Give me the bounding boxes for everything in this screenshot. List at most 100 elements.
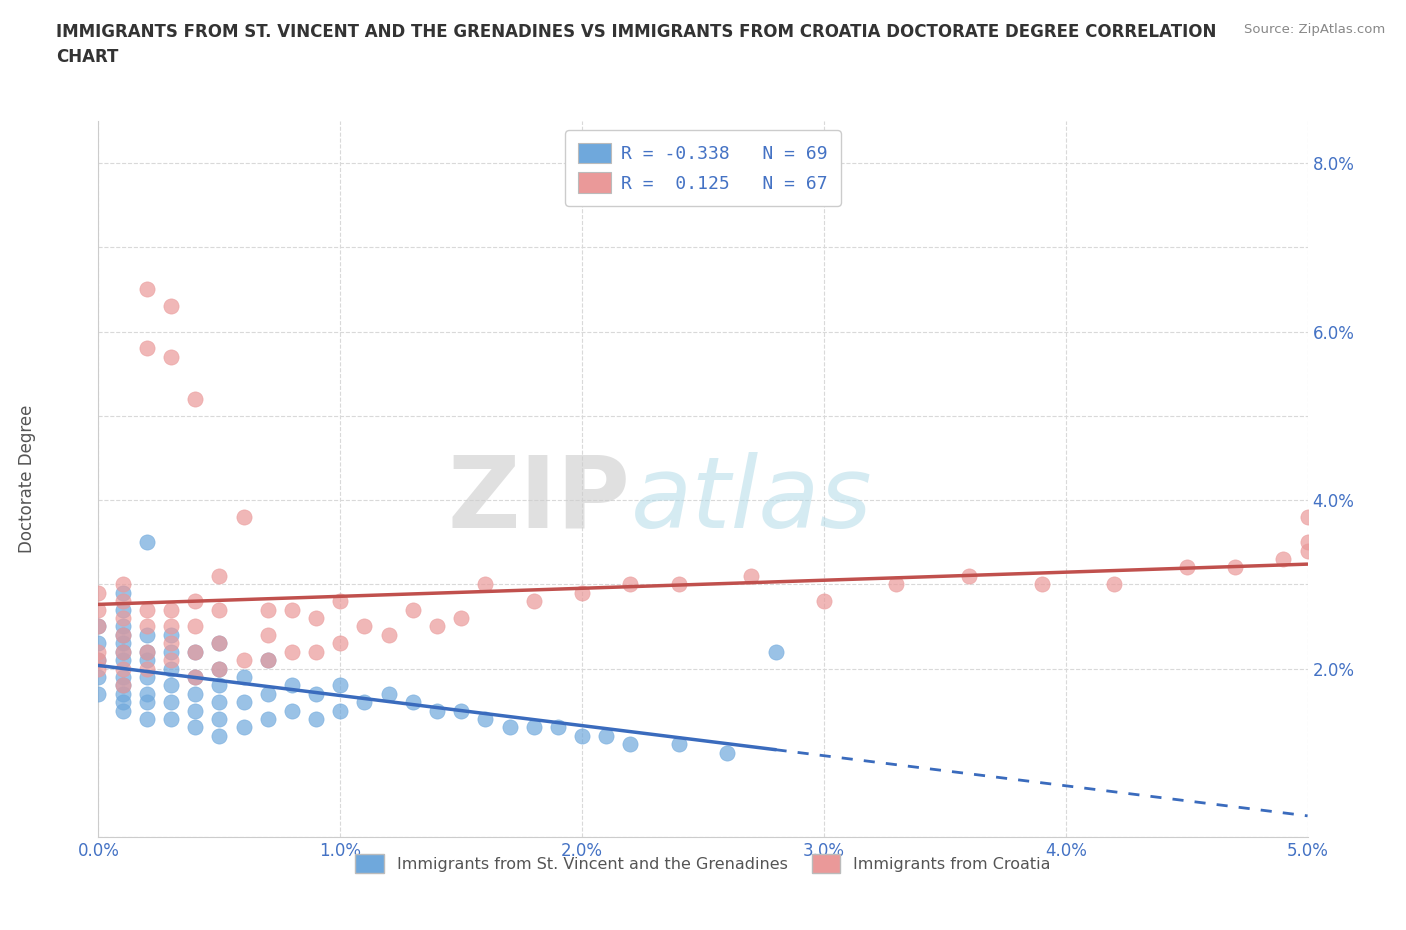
Point xyxy=(208,568,231,583)
Point xyxy=(87,602,110,617)
Point xyxy=(305,610,328,625)
Point xyxy=(160,661,183,676)
Text: ZIP: ZIP xyxy=(447,452,630,549)
Point xyxy=(184,686,207,701)
Point xyxy=(1272,551,1295,566)
Point xyxy=(619,737,641,751)
Point xyxy=(111,703,134,718)
Point xyxy=(329,593,352,608)
Point xyxy=(450,610,472,625)
Point xyxy=(160,299,183,313)
Point xyxy=(1102,577,1125,591)
Point xyxy=(111,636,134,651)
Point xyxy=(305,644,328,659)
Point xyxy=(256,653,278,668)
Point xyxy=(111,644,134,659)
Point xyxy=(87,653,110,668)
Point xyxy=(571,728,593,743)
Point xyxy=(426,619,449,634)
Point xyxy=(329,678,352,693)
Point xyxy=(305,686,328,701)
Point xyxy=(87,670,110,684)
Point xyxy=(619,577,641,591)
Point xyxy=(135,644,157,659)
Point xyxy=(135,711,157,726)
Point xyxy=(402,602,425,617)
Point xyxy=(111,678,134,693)
Point xyxy=(740,568,762,583)
Point xyxy=(160,711,183,726)
Point xyxy=(111,695,134,710)
Point xyxy=(668,577,690,591)
Point xyxy=(232,720,254,735)
Point xyxy=(281,644,304,659)
Point xyxy=(135,282,157,297)
Point xyxy=(184,670,207,684)
Point xyxy=(329,636,352,651)
Point xyxy=(353,619,375,634)
Point xyxy=(184,703,207,718)
Point xyxy=(111,644,134,659)
Point xyxy=(135,602,157,617)
Point xyxy=(571,585,593,600)
Point xyxy=(87,585,110,600)
Point xyxy=(184,593,207,608)
Point xyxy=(160,350,183,365)
Point xyxy=(256,653,278,668)
Point xyxy=(184,619,207,634)
Point xyxy=(135,619,157,634)
Point xyxy=(208,728,231,743)
Point xyxy=(208,661,231,676)
Point xyxy=(474,577,496,591)
Point xyxy=(426,703,449,718)
Text: Source: ZipAtlas.com: Source: ZipAtlas.com xyxy=(1244,23,1385,36)
Point xyxy=(765,644,787,659)
Point xyxy=(111,678,134,693)
Point xyxy=(111,661,134,676)
Point xyxy=(232,695,254,710)
Point xyxy=(886,577,908,591)
Point xyxy=(87,636,110,651)
Point xyxy=(135,661,157,676)
Point xyxy=(281,602,304,617)
Point xyxy=(135,670,157,684)
Point xyxy=(281,703,304,718)
Point xyxy=(377,628,399,643)
Point xyxy=(208,711,231,726)
Point xyxy=(595,728,617,743)
Point xyxy=(353,695,375,710)
Point xyxy=(281,678,304,693)
Point xyxy=(111,593,134,608)
Point xyxy=(208,636,231,651)
Point xyxy=(135,686,157,701)
Point xyxy=(547,720,569,735)
Point xyxy=(1223,560,1246,575)
Point xyxy=(184,670,207,684)
Point xyxy=(498,720,520,735)
Text: atlas: atlas xyxy=(630,452,872,549)
Point xyxy=(111,602,134,617)
Point xyxy=(256,628,278,643)
Point xyxy=(402,695,425,710)
Point xyxy=(377,686,399,701)
Point xyxy=(87,661,110,676)
Point xyxy=(160,653,183,668)
Point xyxy=(208,678,231,693)
Point xyxy=(232,670,254,684)
Point xyxy=(111,577,134,591)
Point xyxy=(135,644,157,659)
Text: IMMIGRANTS FROM ST. VINCENT AND THE GRENADINES VS IMMIGRANTS FROM CROATIA DOCTOR: IMMIGRANTS FROM ST. VINCENT AND THE GREN… xyxy=(56,23,1216,66)
Point xyxy=(87,619,110,634)
Point xyxy=(256,711,278,726)
Point xyxy=(523,720,546,735)
Point xyxy=(111,628,134,643)
Point xyxy=(232,510,254,525)
Point xyxy=(184,392,207,406)
Point xyxy=(160,644,183,659)
Point xyxy=(1296,543,1319,558)
Legend: Immigrants from St. Vincent and the Grenadines, Immigrants from Croatia: Immigrants from St. Vincent and the Gren… xyxy=(349,848,1057,879)
Point xyxy=(232,653,254,668)
Point xyxy=(1031,577,1053,591)
Point xyxy=(523,593,546,608)
Point xyxy=(111,610,134,625)
